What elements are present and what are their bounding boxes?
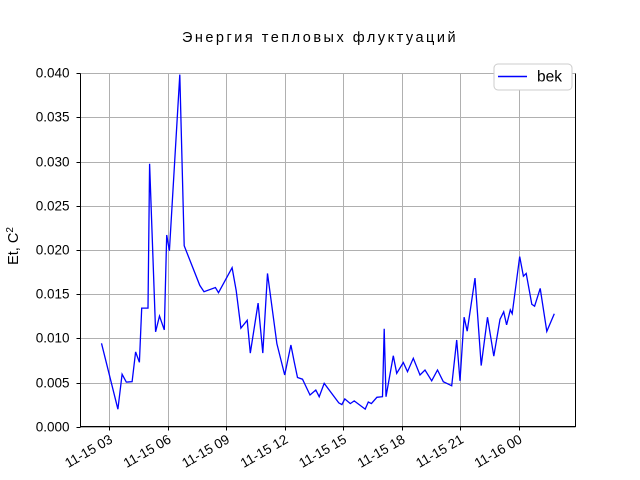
- svg-text:0.015: 0.015: [36, 287, 70, 302]
- svg-text:0.040: 0.040: [36, 66, 70, 81]
- svg-text:11-15 12: 11-15 12: [238, 432, 291, 471]
- svg-text:0.005: 0.005: [36, 376, 70, 391]
- svg-text:11-16 00: 11-16 00: [472, 432, 525, 471]
- svg-text:0.030: 0.030: [36, 155, 70, 170]
- svg-text:0.025: 0.025: [36, 199, 70, 214]
- svg-text:11-15 03: 11-15 03: [62, 432, 115, 471]
- svg-text:11-15 09: 11-15 09: [179, 432, 232, 471]
- svg-text:0.035: 0.035: [36, 110, 70, 125]
- svg-text:0.010: 0.010: [36, 331, 70, 346]
- svg-text:Et, C2: Et, C2: [5, 227, 22, 265]
- svg-text:0.020: 0.020: [36, 243, 70, 258]
- svg-text:11-15 15: 11-15 15: [296, 432, 349, 471]
- svg-text:11-15 21: 11-15 21: [413, 432, 466, 471]
- svg-text:11-15 06: 11-15 06: [121, 432, 174, 471]
- svg-text:11-15 18: 11-15 18: [355, 432, 408, 471]
- svg-text:bek: bek: [537, 69, 562, 86]
- svg-text:0.000: 0.000: [36, 420, 70, 435]
